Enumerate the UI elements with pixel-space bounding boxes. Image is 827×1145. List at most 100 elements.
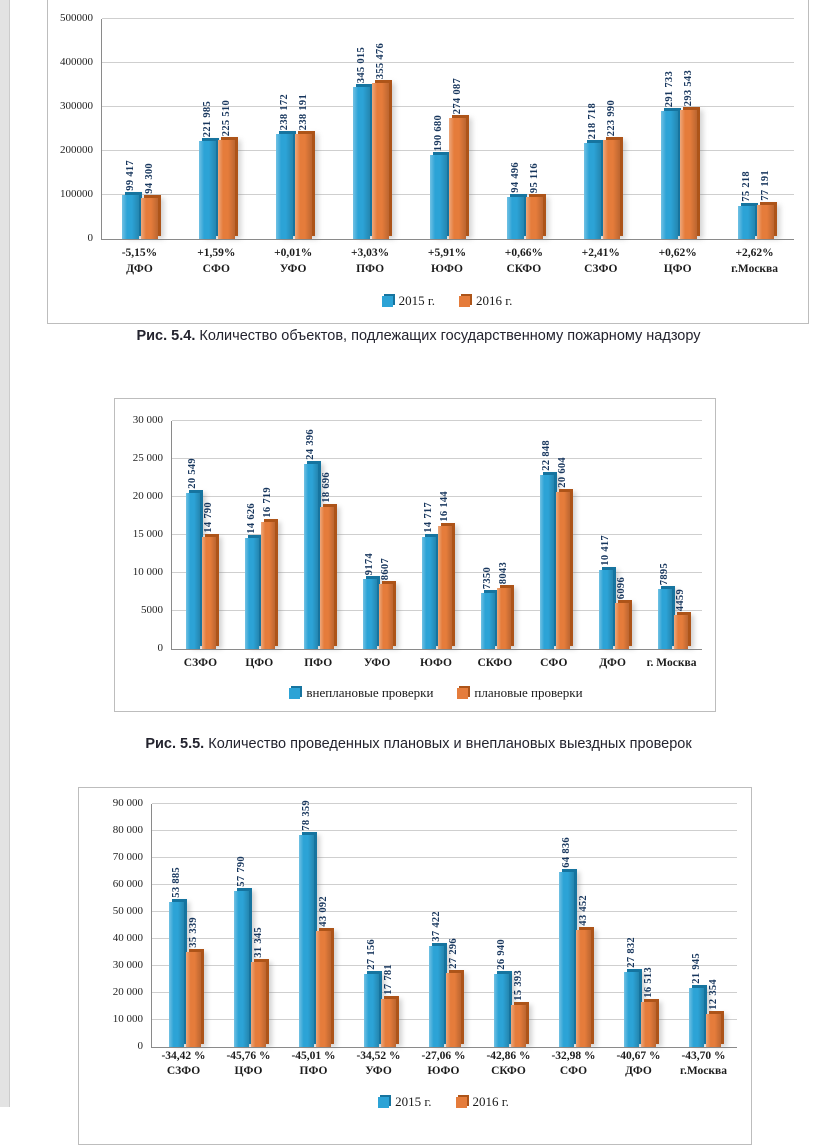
bar (202, 537, 216, 649)
legend-label: 2016 г. (476, 293, 513, 308)
bar (186, 952, 201, 1047)
category-label: ЮФО (431, 263, 463, 275)
y-tick-label: 300000 (60, 100, 93, 112)
bar-value-label: 14 626 (246, 503, 257, 534)
bar (689, 988, 704, 1047)
bar (680, 110, 697, 239)
bar-value-label: 9174 (364, 552, 375, 575)
legend-swatch (457, 687, 469, 699)
bar (674, 615, 688, 649)
legend-item: 2016 г. (455, 1094, 509, 1110)
pct-label: -43,70 % (681, 1050, 726, 1062)
legend: внеплановые проверки плановые проверки (171, 685, 701, 701)
bar-value-label: 12 354 (707, 979, 719, 1010)
y-tick-label: 60 000 (112, 878, 143, 890)
category-label: ЦФО (663, 263, 692, 275)
gridline (172, 458, 702, 459)
pct-label: -5,15% (121, 247, 158, 259)
bar-value-label: 345 015 (355, 46, 367, 83)
bar (276, 134, 293, 239)
pct-label: +0,01% (274, 247, 313, 259)
gridline (102, 194, 794, 195)
bar (526, 197, 543, 239)
bar-value-label: 43 092 (317, 896, 329, 927)
y-tick-label: 30 000 (112, 959, 143, 971)
y-tick-label: 25 000 (132, 452, 163, 464)
bar-value-label: 293 543 (682, 69, 694, 106)
figure-5-5-caption: Рис. 5.5. Количество проведенных плановы… (10, 736, 827, 752)
category-label: ДФО (599, 657, 627, 669)
bar (603, 140, 620, 239)
bar-value-label: 78 359 (300, 800, 312, 831)
bar (599, 570, 613, 649)
bar-value-label: 95 116 (528, 162, 540, 193)
bar-value-label: 35 339 (187, 917, 199, 948)
y-tick-label: 5000 (141, 604, 163, 616)
bar-value-label: 26 940 (495, 939, 507, 970)
category-label: ЮФО (420, 657, 452, 669)
gridline (152, 965, 737, 966)
bar-value-label: 16 513 (642, 967, 654, 998)
category-label: ЮФО (427, 1065, 460, 1077)
bar (757, 205, 774, 239)
legend: 2015 г. 2016 г. (101, 293, 793, 309)
bar-value-label: 43 452 (577, 895, 589, 926)
category-label: ДФО (625, 1065, 652, 1077)
legend-swatch (459, 295, 470, 307)
category-label: СЗФО (584, 263, 618, 275)
bar-value-label: 20 549 (187, 458, 198, 489)
legend-swatch (455, 1096, 467, 1108)
y-tick-label: 90 000 (112, 797, 143, 809)
legend-swatch (378, 1096, 390, 1108)
bar-value-label: 31 345 (252, 927, 264, 958)
category-label: СЗФО (183, 657, 218, 669)
bar (218, 140, 235, 239)
bar (661, 111, 678, 239)
bar-value-label: 8043 (498, 561, 509, 584)
pct-label: -34,52 % (356, 1050, 401, 1062)
category-label: г. Москва (646, 657, 697, 669)
y-tick-label: 50 000 (112, 905, 143, 917)
bar-value-label: 57 790 (235, 856, 247, 887)
gridline (102, 106, 794, 107)
figure-5-4-caption: Рис. 5.4. Количество объектов, подлежащи… (10, 328, 827, 344)
bar (706, 1014, 721, 1047)
gridline (152, 803, 737, 804)
figure-5-4-label: Рис. 5.4. (136, 328, 196, 344)
gridline (152, 992, 737, 993)
category-label: ЦФО (245, 657, 274, 669)
plot-area: 99 417 221 985 238 172 345 015 190 680 94 496… (101, 18, 794, 240)
pct-label: +2,41% (581, 247, 620, 259)
bar-value-label: 238 172 (278, 93, 290, 130)
legend-label: внеплановые проверки (306, 685, 434, 700)
category-label: ПФО (304, 657, 333, 669)
bar-value-label: 94 300 (143, 163, 155, 194)
plot-area: 53 885 57 790 78 359 27 156 37 422 26 940 64 8… (151, 800, 737, 1048)
y-tick-label: 500000 (60, 12, 93, 24)
bar-value-label: 6096 (616, 576, 627, 599)
bar-value-label: 291 733 (663, 70, 675, 107)
bar-value-label: 22 848 (541, 440, 552, 471)
bar (658, 589, 672, 649)
pct-label: -45,01 % (291, 1050, 336, 1062)
legend-label: 2015 г. (395, 1094, 432, 1109)
bar (438, 526, 452, 649)
bar (556, 492, 570, 649)
bar (316, 931, 331, 1047)
bar-value-label: 64 836 (560, 837, 572, 868)
legend-item: внеплановые проверки (289, 685, 433, 701)
bar (245, 538, 259, 649)
pct-label: +3,03% (351, 247, 390, 259)
bar-value-label: 274 087 (451, 77, 463, 114)
category-label: г.Москва (680, 1065, 727, 1077)
bar-value-label: 221 985 (201, 100, 213, 137)
category-label: СФО (540, 657, 568, 669)
bar-value-label: 7895 (659, 562, 670, 585)
y-tick-label: 400000 (60, 56, 93, 68)
gridline (172, 572, 702, 573)
category-label: УФО (365, 1065, 392, 1077)
bar-value-label: 4459 (675, 588, 686, 611)
bar-value-label: 37 422 (430, 911, 442, 942)
bar (363, 579, 377, 649)
bar (261, 522, 275, 649)
